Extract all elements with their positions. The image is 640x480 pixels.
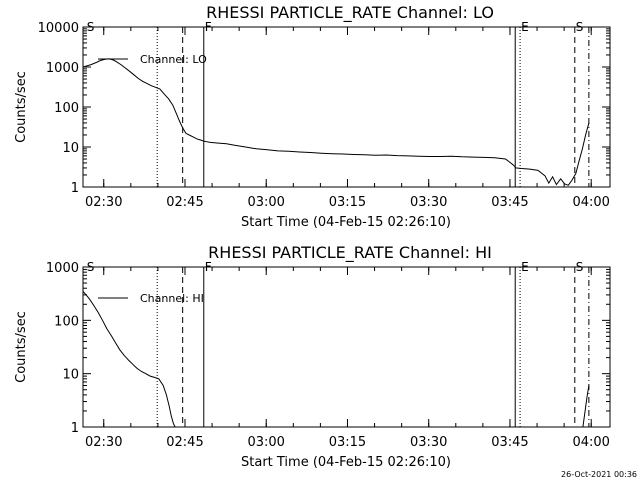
hi-channel-panel: RHESSI PARTICLE_RATE Channel: HI Counts/… xyxy=(14,243,611,470)
time-marker-label: S xyxy=(576,20,584,34)
x-tick-label: 03:00 xyxy=(247,435,284,450)
series-line xyxy=(82,290,176,428)
x-tick-label: 04:00 xyxy=(572,435,609,450)
legend-lo: Channel: LO xyxy=(98,53,207,66)
axis-ticks-hi: 1 10 100 1000 02:30 02:45 03:00 03:15 03:30 03:45… xyxy=(46,261,610,450)
x-tick-label: 03:00 xyxy=(247,195,284,210)
plot-frame-lo xyxy=(82,26,611,188)
x-tick-label: 03:45 xyxy=(491,195,528,210)
y-tick-label: 10 xyxy=(62,141,79,156)
y-tick-label: 1 xyxy=(71,181,79,196)
x-tick-label: 03:30 xyxy=(410,195,447,210)
legend-label-lo: Channel: LO xyxy=(140,53,207,66)
x-tick-label: 03:15 xyxy=(329,195,366,210)
chart-title-hi: RHESSI PARTICLE_RATE Channel: HI xyxy=(208,243,492,263)
x-tick-label: 03:15 xyxy=(329,435,366,450)
axis-ticks-lo: 1 10 100 1000 10000 02:30 02:45 03:00 03:15 03:30… xyxy=(38,21,610,210)
plot-frame-hi xyxy=(82,266,611,428)
y-axis-label-lo: Counts/sec xyxy=(14,71,29,143)
y-tick-label: 1000 xyxy=(46,61,79,76)
series-layer-hi xyxy=(82,290,590,428)
y-tick-label: 1 xyxy=(71,421,79,436)
y-tick-label: 10 xyxy=(62,368,79,383)
x-axis-label-hi: Start Time (04-Feb-15 02:26:10) xyxy=(241,455,451,470)
y-axis-label-hi: Counts/sec xyxy=(14,311,29,383)
x-tick-label: 02:30 xyxy=(85,435,122,450)
chart-title-lo: RHESSI PARTICLE_RATE Channel: LO xyxy=(206,3,494,23)
series-line xyxy=(82,58,590,186)
lo-channel-panel: RHESSI PARTICLE_RATE Channel: LO Counts/… xyxy=(14,3,611,230)
x-tick-label: 02:45 xyxy=(166,195,203,210)
x-tick-label: 02:45 xyxy=(166,435,203,450)
series-line xyxy=(582,385,590,428)
x-axis-label-lo: Start Time (04-Feb-15 02:26:10) xyxy=(241,215,451,230)
y-tick-label: 100 xyxy=(54,101,79,116)
generation-timestamp: 26-Oct-2021 00:36 xyxy=(561,470,637,479)
time-marker-label: F xyxy=(205,260,212,274)
time-marker-label: S xyxy=(576,260,584,274)
time-marker-label: E xyxy=(521,20,529,34)
x-tick-label: 04:00 xyxy=(572,195,609,210)
time-marker-label: F xyxy=(205,20,212,34)
y-tick-label: 10000 xyxy=(38,21,79,36)
y-tick-label: 100 xyxy=(54,314,79,329)
series-layer-lo xyxy=(82,58,590,186)
legend-hi: Channel: HI xyxy=(98,292,204,305)
x-tick-label: 02:30 xyxy=(85,195,122,210)
x-tick-label: 03:45 xyxy=(491,435,528,450)
y-tick-label: 1000 xyxy=(46,261,79,276)
legend-label-hi: Channel: HI xyxy=(140,292,204,305)
x-tick-label: 03:30 xyxy=(410,435,447,450)
time-marker-label: E xyxy=(521,260,529,274)
